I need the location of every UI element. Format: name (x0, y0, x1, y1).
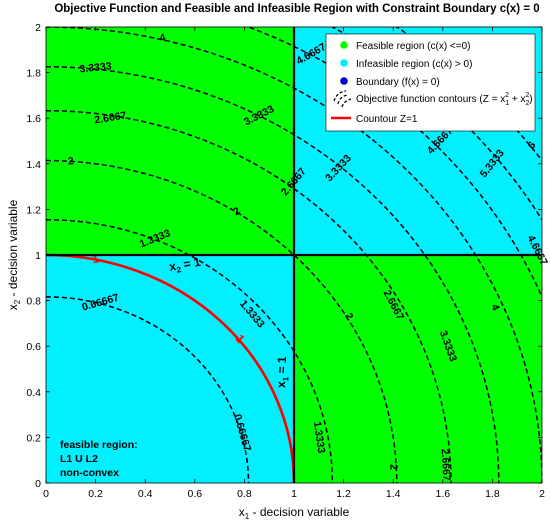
x-tick-label-0: 0 (43, 488, 49, 500)
x-tick-label-8: 1.6 (435, 488, 450, 500)
annotation-line-1: feasible region: (60, 439, 138, 451)
legend-marker-boundary (340, 77, 348, 85)
legend-marker-infeasible (340, 59, 348, 67)
y-tick-label-10: 2 (35, 22, 41, 34)
contour-line-1 (46, 218, 334, 483)
legend-item-feasible: Feasible region (c(x) <=0) (340, 41, 471, 52)
x-axis-ticks: 0 0.2 0.4 0.6 0.8 1 1.2 1.4 1.6 1.8 2 (43, 27, 545, 500)
constraint-boundaries (46, 27, 542, 483)
y-axis-label: x2 - decision variable (6, 199, 22, 310)
legend-box (325, 33, 536, 132)
contour-label-4: 1.3333 (311, 421, 327, 455)
legend-marker-feasible (340, 41, 348, 49)
contour-label-17: 4 (158, 32, 167, 45)
contour-label-18: 4 (488, 302, 501, 312)
x-tick-label-9: 1.8 (485, 488, 500, 500)
boundary-label-x2: x2 = 1 (168, 255, 202, 276)
x-tick-label-6: 1.2 (336, 488, 351, 500)
x-tick-label-10: 2 (539, 488, 545, 500)
contour-label-6: 2 (231, 205, 243, 218)
contour-label-13: 3.3333 (79, 60, 112, 75)
y-tick-label-2: 0.4 (26, 387, 41, 399)
legend-item-contours: Objective function contours (Z = x12 + x… (333, 90, 533, 108)
y-tick-label-4: 0.8 (26, 296, 41, 308)
chart-title: Objective Function and Feasible and Infe… (54, 3, 539, 15)
legend-label-contour-z1: Countour Z=1 (356, 114, 418, 125)
y-tick-label-5: 1 (35, 250, 41, 262)
y-tick-label-6: 1.2 (26, 204, 41, 216)
region-annotation: feasible region: L1 U L2 non-convex (60, 439, 138, 479)
contour-line-3 (46, 109, 452, 483)
feasible-region-0 (46, 27, 294, 255)
contour-z1-label-0: 1 (91, 251, 100, 266)
legend-item-infeasible: Infeasible region (c(x) > 0) (340, 59, 472, 70)
infeasible-region-2 (46, 255, 294, 483)
contour-line-0 (46, 296, 250, 483)
annotation-line-2: L1 U L2 (60, 453, 98, 465)
feasible-region-1 (294, 255, 542, 483)
x-tick-label-5: 1 (291, 488, 297, 500)
x-tick-label-2: 0.4 (138, 488, 153, 500)
contour-icon (333, 90, 352, 108)
y-tick-label-3: 0.6 (26, 341, 41, 353)
y-tick-label-9: 1.8 (26, 68, 41, 80)
legend-label-contours: Objective function contours (Z = x12 + x… (356, 92, 533, 107)
boundary-label-x1: x1 = 1 (274, 356, 291, 388)
contour-label-7: 2 (342, 311, 355, 322)
legend-label-feasible: Feasible region (c(x) <=0) (356, 41, 471, 52)
contour-label-8: 2 (387, 464, 399, 471)
legend-item-boundary: Boundary (f(x) = 0) (340, 77, 440, 88)
contour-z1-line (45, 253, 296, 484)
contour-line-4 (46, 65, 500, 483)
legend-label-infeasible: Infeasible region (c(x) > 0) (356, 59, 472, 70)
contour-label-9: 2.6667 (94, 110, 128, 127)
x-tick-label-3: 0.6 (187, 488, 202, 500)
y-tick-label-7: 1.4 (26, 159, 41, 171)
annotation-line-3: non-convex (60, 467, 119, 479)
contour-line-2 (46, 159, 398, 483)
x-axis-label: x1 - decision variable (239, 505, 350, 521)
x-tick-label-4: 0.8 (237, 488, 252, 500)
x-tick-label-1: 0.2 (88, 488, 103, 500)
y-axis-ticks: 0 0.2 0.4 0.6 0.8 1 1.2 1.4 1.6 1.8 2 (26, 22, 542, 490)
y-tick-label-1: 0.2 (26, 432, 41, 444)
y-tick-label-0: 0 (35, 478, 41, 490)
x-tick-label-7: 1.4 (386, 488, 401, 500)
legend-item-contour-z1: Countour Z=1 (331, 114, 418, 125)
legend: Feasible region (c(x) <=0) Infeasible re… (325, 33, 536, 132)
legend-label-boundary: Boundary (f(x) = 0) (356, 77, 440, 88)
y-tick-label-8: 1.6 (26, 113, 41, 125)
contour-label-12: 2.6667 (439, 448, 453, 481)
contour-label-5: 2 (68, 155, 75, 167)
